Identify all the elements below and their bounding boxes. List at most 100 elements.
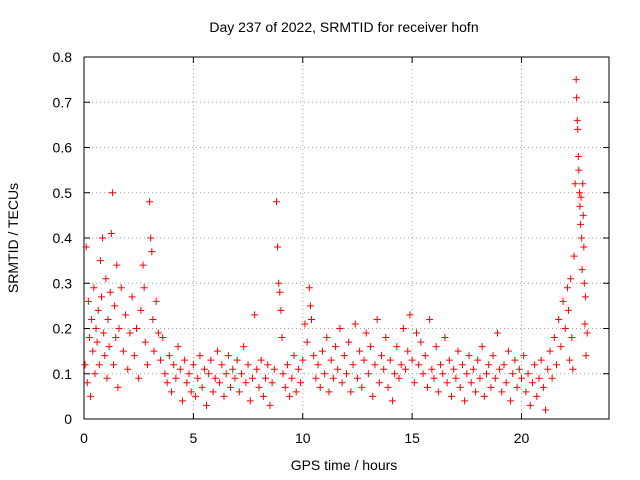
data-point bbox=[141, 338, 149, 346]
data-point bbox=[474, 356, 482, 364]
data-point bbox=[504, 347, 512, 355]
data-point bbox=[154, 329, 162, 337]
data-point bbox=[105, 343, 113, 351]
data-point bbox=[408, 356, 416, 364]
data-point bbox=[194, 374, 202, 382]
data-point bbox=[292, 388, 300, 396]
data-point bbox=[371, 361, 379, 369]
data-point bbox=[98, 293, 105, 301]
data-point bbox=[140, 284, 148, 292]
data-point bbox=[113, 261, 121, 269]
data-point bbox=[189, 361, 197, 369]
data-point bbox=[274, 243, 282, 251]
data-point bbox=[305, 284, 313, 292]
data-point bbox=[480, 392, 488, 400]
data-points bbox=[81, 76, 591, 414]
data-point bbox=[240, 343, 248, 351]
data-point bbox=[178, 397, 186, 405]
data-point bbox=[539, 383, 547, 391]
data-point bbox=[574, 153, 582, 161]
data-point bbox=[426, 315, 434, 323]
data-point bbox=[356, 347, 364, 355]
data-point bbox=[159, 334, 167, 342]
data-point bbox=[242, 379, 250, 387]
data-point bbox=[553, 361, 560, 369]
data-point bbox=[163, 379, 171, 387]
data-point bbox=[570, 252, 578, 260]
data-point bbox=[303, 338, 311, 346]
data-point bbox=[452, 374, 460, 382]
data-point bbox=[500, 361, 508, 369]
data-point bbox=[476, 374, 484, 382]
data-point bbox=[148, 248, 156, 256]
y-tick-label: 0.3 bbox=[53, 275, 73, 291]
data-point bbox=[253, 365, 261, 373]
data-point bbox=[301, 320, 309, 328]
data-point bbox=[327, 356, 335, 364]
data-point bbox=[417, 338, 425, 346]
data-point bbox=[458, 361, 466, 369]
data-point bbox=[434, 388, 442, 396]
data-point bbox=[211, 374, 219, 382]
data-point bbox=[373, 315, 381, 323]
data-point bbox=[244, 361, 252, 369]
data-point bbox=[102, 275, 110, 283]
data-point bbox=[375, 379, 383, 387]
data-point bbox=[583, 329, 591, 337]
data-point bbox=[579, 180, 587, 188]
data-point bbox=[522, 388, 530, 396]
data-point bbox=[99, 234, 107, 242]
data-point bbox=[472, 388, 480, 396]
data-point bbox=[432, 343, 440, 351]
data-point bbox=[509, 370, 517, 378]
data-point bbox=[235, 388, 243, 396]
data-point bbox=[100, 329, 108, 337]
data-point bbox=[450, 365, 458, 373]
data-point bbox=[126, 329, 134, 337]
data-point bbox=[165, 352, 173, 360]
data-point bbox=[404, 347, 412, 355]
data-point bbox=[441, 334, 449, 342]
data-point bbox=[168, 388, 175, 396]
data-point bbox=[382, 334, 390, 342]
data-point bbox=[224, 352, 232, 360]
data-point bbox=[90, 284, 98, 292]
data-point bbox=[147, 234, 155, 242]
y-tick-label: 0 bbox=[64, 411, 72, 427]
data-point bbox=[95, 361, 103, 369]
data-point bbox=[248, 374, 256, 382]
data-point bbox=[478, 343, 486, 351]
data-point bbox=[576, 202, 584, 210]
data-point bbox=[399, 325, 407, 332]
data-point bbox=[255, 383, 263, 391]
data-point bbox=[119, 347, 127, 355]
data-point bbox=[559, 297, 567, 305]
data-point bbox=[278, 334, 286, 342]
data-point bbox=[561, 325, 569, 332]
data-point bbox=[110, 361, 118, 369]
data-point bbox=[574, 125, 582, 133]
data-point bbox=[528, 379, 536, 387]
data-point bbox=[465, 352, 473, 360]
data-point bbox=[572, 76, 580, 84]
data-point bbox=[386, 356, 394, 364]
data-point bbox=[308, 315, 315, 323]
data-point bbox=[565, 306, 573, 314]
data-point bbox=[149, 315, 157, 323]
data-point bbox=[112, 334, 120, 342]
data-point bbox=[275, 279, 283, 287]
data-point bbox=[157, 356, 165, 364]
data-point bbox=[200, 365, 208, 373]
data-point bbox=[103, 374, 111, 382]
data-point bbox=[518, 374, 525, 382]
data-point bbox=[329, 374, 337, 382]
axis-ticks: 0 0.1 0.2 0.3 0.4 0.5 0.6 0.7 0.8 0 5 10 15 20 bbox=[53, 49, 609, 446]
data-point bbox=[218, 361, 226, 369]
data-point bbox=[461, 397, 469, 405]
data-point bbox=[430, 374, 438, 382]
data-point bbox=[520, 352, 528, 360]
data-point bbox=[544, 365, 552, 373]
data-point bbox=[114, 383, 122, 391]
data-point bbox=[181, 356, 189, 364]
data-point bbox=[575, 166, 583, 174]
